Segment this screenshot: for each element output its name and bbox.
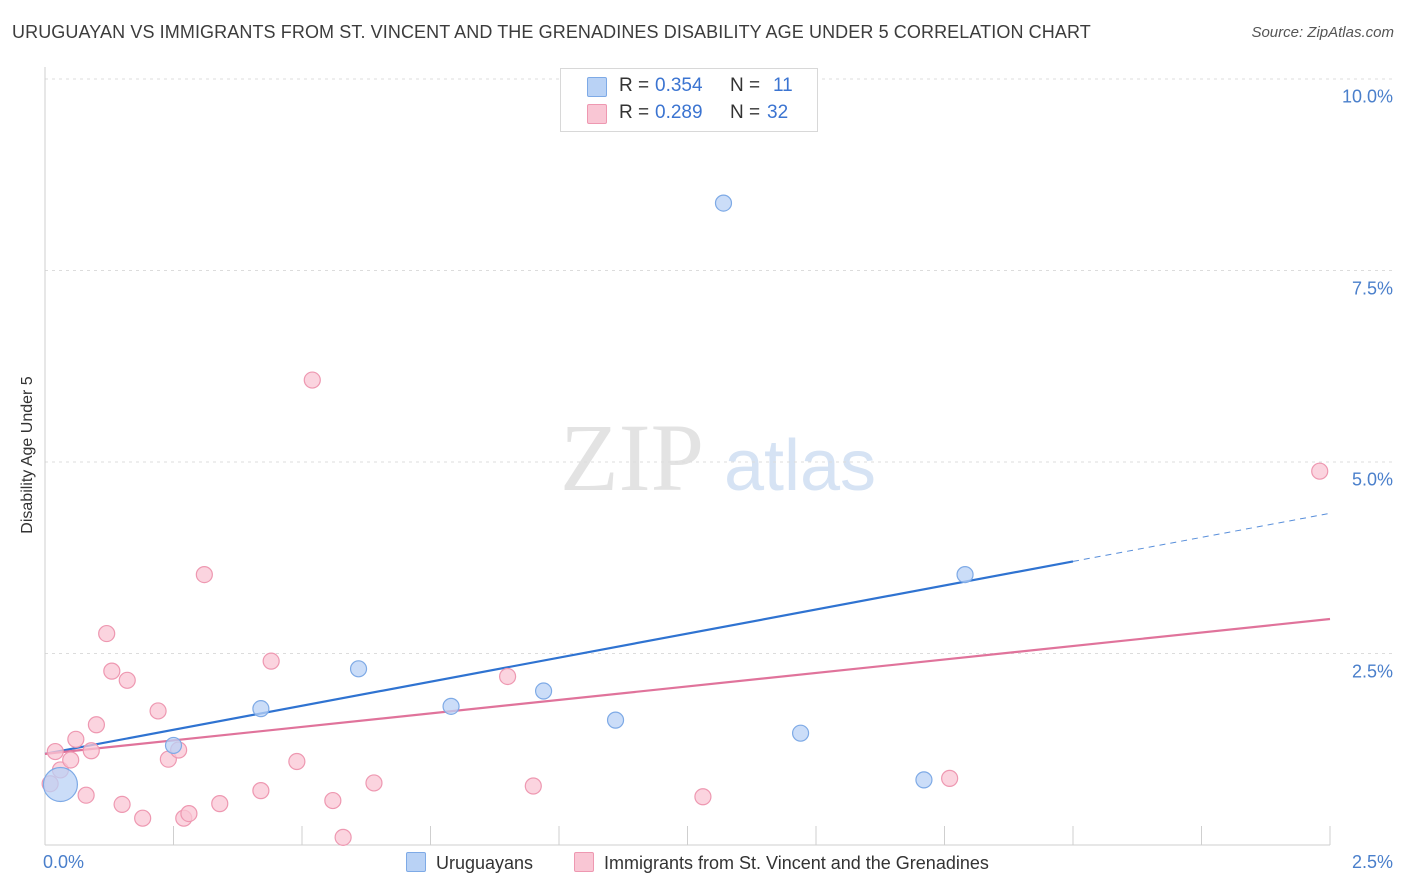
watermark-atlas: atlas (724, 426, 876, 506)
bottom-legend-label: Immigrants from St. Vincent and the Gren… (604, 853, 989, 873)
y-tick-label: 7.5% (1351, 278, 1393, 298)
legend-r-value: 0.289 (655, 102, 703, 123)
data-point-uruguayans (791, 724, 810, 742)
data-point-immigrants (694, 788, 712, 806)
data-point-immigrants (262, 652, 280, 670)
legend-swatch-pink (587, 104, 607, 124)
legend-n-label: N = (730, 102, 761, 123)
source-label: Source: ZipAtlas.com (1251, 24, 1394, 41)
data-point-immigrants (118, 671, 136, 689)
x-tick-label: 2.5% (1351, 852, 1393, 872)
bottom-legend-swatch-pink (574, 852, 594, 872)
x-tick-label: 0.0% (43, 852, 85, 872)
data-point-immigrants (524, 777, 542, 795)
data-point-immigrants (941, 769, 959, 787)
data-point-uruguayans (442, 697, 460, 715)
data-point-uruguayans (252, 700, 270, 718)
data-point-uruguayans (915, 771, 933, 789)
data-point-uruguayans (956, 566, 974, 584)
data-point-immigrants (87, 716, 106, 734)
data-point-immigrants (103, 662, 121, 680)
data-point-immigrants (134, 809, 152, 827)
trend-line-uruguayans (44, 560, 1074, 755)
watermark: ZIP atlas (560, 404, 876, 511)
legend-r-label: R = (619, 102, 650, 123)
legend: R = 0.354 N = 11 R = 0.289 N = 32 (560, 68, 818, 132)
legend-n-value: 32 (767, 102, 789, 123)
data-point-immigrants (62, 751, 80, 769)
data-point-immigrants (98, 624, 116, 643)
data-point-uruguayans (42, 766, 79, 803)
watermark-zip: ZIP (560, 404, 704, 511)
y-tick-label: 2.5% (1351, 661, 1393, 681)
data-point-uruguayans (349, 660, 368, 678)
chart-title: URUGUAYAN VS IMMIGRANTS FROM ST. VINCENT… (12, 22, 1091, 42)
data-point-immigrants (195, 566, 213, 584)
legend-r-label: R = (619, 75, 650, 96)
data-point-immigrants (252, 782, 270, 800)
data-point-immigrants (211, 795, 229, 813)
bottom-legend-uruguayans: Uruguayans (406, 852, 533, 874)
data-point-immigrants (180, 804, 198, 823)
bottom-legend-label: Uruguayans (436, 853, 534, 873)
data-point-uruguayans (606, 711, 625, 729)
data-point-immigrants (113, 795, 131, 814)
y-tick-label: 5.0% (1351, 469, 1393, 490)
data-point-uruguayans (714, 194, 733, 212)
trend-line-immigrants (44, 617, 1331, 755)
legend-swatch-blue (587, 77, 607, 97)
data-point-immigrants (365, 774, 383, 792)
bottom-legend-immigrants: Immigrants from St. Vincent and the Gren… (574, 852, 989, 874)
trend-line-uruguayans-extension (1072, 512, 1331, 562)
data-point-immigrants (82, 742, 100, 760)
data-point-immigrants (46, 742, 64, 761)
data-point-immigrants (303, 371, 321, 389)
y-tick-label: 10.0% (1341, 86, 1393, 107)
legend-n-label: N = (730, 75, 761, 96)
data-point-immigrants (334, 828, 352, 846)
bottom-legend-swatch-blue (406, 852, 426, 872)
data-point-immigrants (288, 752, 306, 771)
data-point-immigrants (324, 791, 342, 810)
data-point-uruguayans (534, 682, 553, 700)
data-point-uruguayans (164, 736, 183, 755)
data-point-immigrants (149, 702, 167, 720)
data-point-immigrants (1311, 462, 1329, 480)
data-point-immigrants (77, 786, 95, 804)
data-point-immigrants (499, 667, 517, 686)
legend-r-value: 0.354 (655, 75, 703, 96)
legend-n-value: 11 (773, 75, 793, 96)
data-point-immigrants (67, 730, 85, 748)
